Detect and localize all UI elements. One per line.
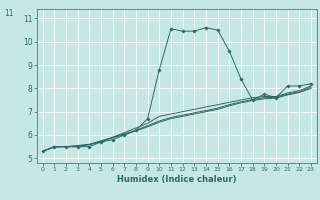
X-axis label: Humidex (Indice chaleur): Humidex (Indice chaleur) xyxy=(117,175,236,184)
Text: 11: 11 xyxy=(4,9,14,18)
